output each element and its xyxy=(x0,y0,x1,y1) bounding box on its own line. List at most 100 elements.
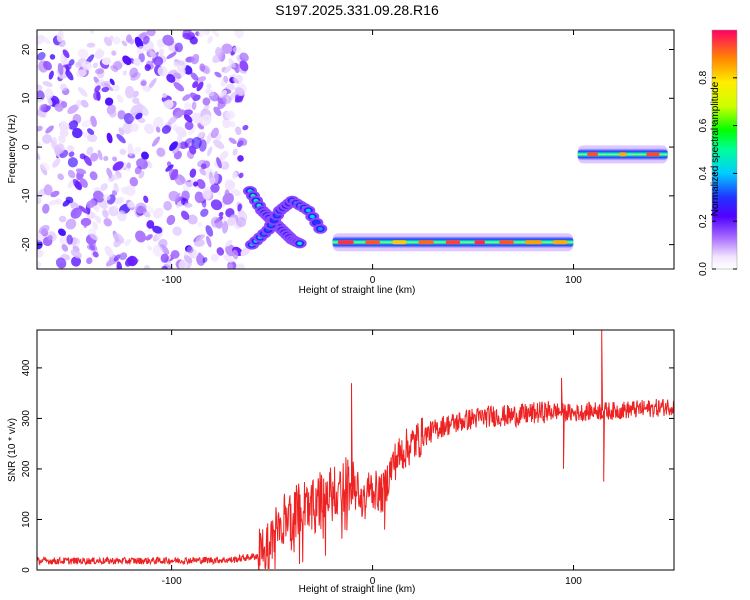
noise-blob xyxy=(135,103,144,112)
noise-blob xyxy=(101,57,112,65)
noise-blob xyxy=(82,131,88,138)
noise-blob xyxy=(142,35,150,45)
noise-blob xyxy=(237,203,242,212)
noise-blob xyxy=(121,186,129,195)
noise-blob xyxy=(106,167,113,179)
noise-blob xyxy=(45,125,54,134)
noise-blob xyxy=(136,45,145,55)
noise-blob xyxy=(127,143,134,157)
noise-blob xyxy=(187,214,198,225)
track-hotspot xyxy=(646,152,660,157)
noise-blob xyxy=(89,232,99,241)
noise-blob xyxy=(112,161,124,171)
noise-blob xyxy=(182,33,192,40)
noise-blob xyxy=(37,261,42,269)
noise-blob xyxy=(219,151,229,160)
noise-blob xyxy=(238,137,248,146)
noise-blob xyxy=(134,36,144,49)
colorbar: 0.0 0.2 0.4 0.6 0.8 Normalized spectral ampl… xyxy=(698,29,738,276)
noise-blob xyxy=(189,92,200,101)
noise-blob xyxy=(226,217,237,226)
noise-blob xyxy=(112,84,120,92)
noise-blob xyxy=(109,78,115,86)
noise-blob xyxy=(87,128,95,135)
noise-blob xyxy=(163,100,173,109)
noise-blob xyxy=(108,109,117,118)
noise-blob xyxy=(116,261,123,269)
noise-blob xyxy=(70,256,82,267)
noise-blob xyxy=(189,36,198,45)
noise-blob xyxy=(72,127,83,139)
noise-blob xyxy=(147,245,153,251)
noise-blob xyxy=(68,120,79,130)
track-hotspot xyxy=(552,240,568,245)
x-tick-label: 100 xyxy=(565,576,582,587)
noise-blob xyxy=(146,30,156,37)
noise-blob xyxy=(37,109,46,118)
noise-blob xyxy=(135,112,143,120)
noise-blob xyxy=(198,30,206,38)
noise-blob xyxy=(75,61,82,68)
noise-blob xyxy=(204,30,211,36)
noise-blob xyxy=(103,218,112,227)
y-tick-label: 300 xyxy=(21,410,32,427)
noise-blob xyxy=(166,52,177,59)
noise-blob xyxy=(62,49,70,59)
noise-blob xyxy=(144,265,151,269)
noise-blob xyxy=(202,257,208,263)
noise-blob xyxy=(151,136,161,147)
noise-blob xyxy=(196,179,206,189)
noise-blob xyxy=(122,55,132,66)
noise-blob xyxy=(106,132,113,144)
x-tick-label: 100 xyxy=(565,275,582,286)
noise-blob xyxy=(47,234,53,241)
noise-blob xyxy=(130,123,139,132)
noise-blob xyxy=(142,211,151,218)
noise-blob xyxy=(232,249,239,260)
y-tick-label: 400 xyxy=(21,359,32,376)
noise-blob xyxy=(128,115,135,122)
snr-panel: -100 0 100 0 100 200 300 400 Height of straight… xyxy=(7,329,675,595)
noise-blob xyxy=(239,52,249,62)
noise-blob xyxy=(59,83,68,91)
noise-blob xyxy=(57,62,64,76)
noise-blob xyxy=(236,217,247,228)
branch-core xyxy=(313,220,319,225)
noise-blob xyxy=(202,186,212,200)
noise-blob xyxy=(235,126,242,136)
noise-blob xyxy=(186,246,194,254)
noise-blob xyxy=(68,151,75,157)
noise-blob xyxy=(68,59,75,66)
noise-blob xyxy=(65,196,74,204)
track-hotspot xyxy=(337,240,354,245)
noise-blob xyxy=(122,70,128,76)
noise-blob xyxy=(39,104,47,112)
noise-blob xyxy=(170,250,180,259)
noise-blob xyxy=(54,103,64,112)
noise-blob xyxy=(191,53,200,65)
noise-blob xyxy=(166,214,176,226)
noise-blob xyxy=(103,36,112,47)
noise-blob xyxy=(43,60,52,71)
colorbar-tick-label: 0.8 xyxy=(698,70,709,84)
noise-blob xyxy=(58,134,66,144)
noise-blob xyxy=(206,132,213,144)
noise-blob xyxy=(86,146,94,156)
noise-blob xyxy=(182,181,192,192)
noise-blob xyxy=(184,121,194,130)
branch-core xyxy=(305,208,311,213)
noise-blob xyxy=(112,61,123,71)
noise-blob xyxy=(111,50,117,56)
noise-blob xyxy=(113,182,119,193)
noise-blob xyxy=(90,115,97,127)
noise-blob xyxy=(232,46,242,54)
noise-blob xyxy=(200,163,207,170)
noise-blob xyxy=(59,122,70,132)
noise-blob xyxy=(207,35,213,44)
noise-blob xyxy=(59,234,70,246)
noise-blob xyxy=(42,81,53,87)
noise-blob xyxy=(104,245,114,258)
noise-blob xyxy=(135,202,147,214)
